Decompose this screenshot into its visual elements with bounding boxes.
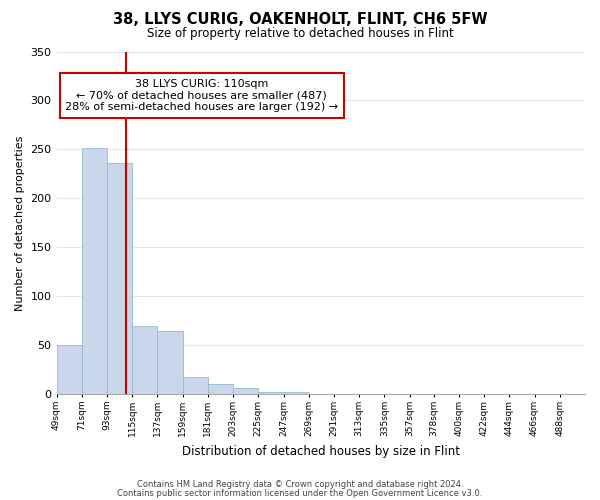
Bar (182, 376, 208, 394)
Bar (56, 346, 82, 394)
Bar (157, 330, 182, 394)
Text: Contains HM Land Registry data © Crown copyright and database right 2024.: Contains HM Land Registry data © Crown c… (137, 480, 463, 489)
Text: Contains public sector information licensed under the Open Government Licence v3: Contains public sector information licen… (118, 489, 482, 498)
Bar (233, 388, 258, 394)
Bar (132, 326, 157, 394)
Text: Size of property relative to detached houses in Flint: Size of property relative to detached ho… (146, 28, 454, 40)
X-axis label: Distribution of detached houses by size in Flint: Distribution of detached houses by size … (182, 444, 460, 458)
Bar (258, 392, 284, 394)
Text: 38, LLYS CURIG, OAKENHOLT, FLINT, CH6 5FW: 38, LLYS CURIG, OAKENHOLT, FLINT, CH6 5F… (113, 12, 487, 28)
Bar (284, 392, 309, 394)
Text: 38 LLYS CURIG: 110sqm
← 70% of detached houses are smaller (487)
28% of semi-det: 38 LLYS CURIG: 110sqm ← 70% of detached … (65, 79, 338, 112)
Y-axis label: Number of detached properties: Number of detached properties (15, 135, 25, 310)
Bar (82, 148, 107, 394)
Bar (107, 163, 132, 394)
Bar (208, 384, 233, 394)
